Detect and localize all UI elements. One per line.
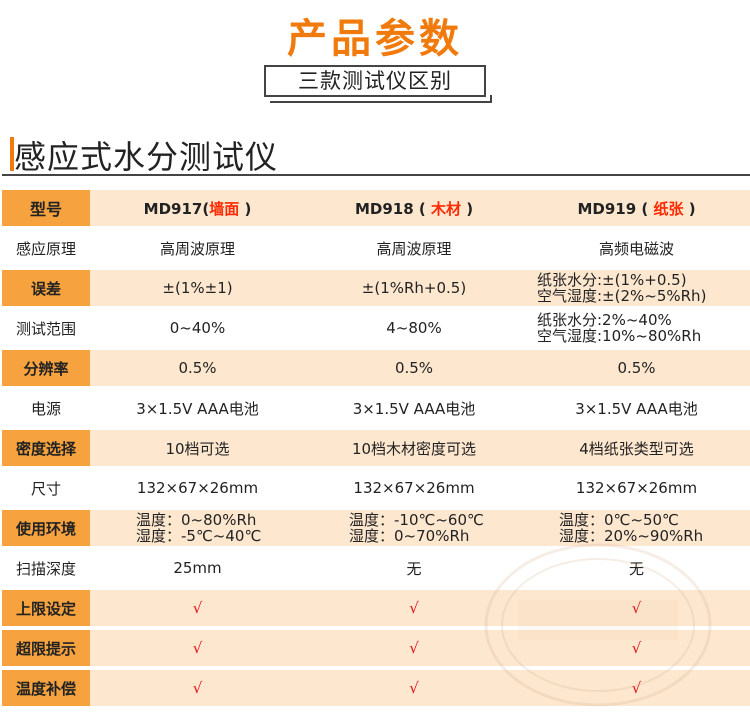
table-row: 温度补偿 √ √ √ [2,670,750,706]
model-header-md918: MD918 ( 木材 ) [305,190,523,226]
section-accent-bar [10,137,14,171]
check-mark-icon: √ [305,670,523,706]
section-title-text: 感应式水分测试仪 [14,138,279,176]
cell: 高频电磁波 [523,230,750,266]
table-row: 密度选择 10档可选 10档木材密度可选 4档纸张类型可选 [2,430,750,466]
table-row: 使用环境 温度：0~80%Rh 湿度：-5℃~40℃ 温度：-10℃~60℃ 湿… [2,510,750,546]
cell: 无 [305,550,523,586]
table-row: 上限设定 √ √ √ [2,590,750,626]
cell: 25mm [90,550,305,586]
cell: 132×67×26mm [523,470,750,506]
row-label: 温度补偿 [2,670,90,706]
cell: 0.5% [523,350,750,386]
check-mark-icon: √ [523,630,750,666]
cell: ±(1%±1) [90,270,305,306]
params-table: 型号 MD917(墙面 ) MD918 ( 木材 ) MD919 ( 纸张 ) … [2,186,750,710]
check-mark-icon: √ [523,670,750,706]
check-mark-icon: √ [305,590,523,626]
cell: 0.5% [90,350,305,386]
cell-line: 空气湿度:10%~80%Rh [537,327,702,345]
check-mark-icon: √ [90,670,305,706]
table-row: 电源 3×1.5V AAA电池 3×1.5V AAA电池 3×1.5V AAA电… [2,390,750,426]
cell-line: 湿度：-5℃~40℃ [136,527,262,545]
cell: 4~80% [305,310,523,346]
cell: 4档纸张类型可选 [523,430,750,466]
table-row: 尺寸 132×67×26mm 132×67×26mm 132×67×26mm [2,470,750,506]
row-label: 尺寸 [2,470,90,506]
cell-line: 湿度：20%~90%Rh [559,527,704,545]
check-mark-icon: √ [90,590,305,626]
cell: 132×67×26mm [90,470,305,506]
row-label: 分辨率 [2,350,90,386]
cell: 0.5% [305,350,523,386]
check-mark-icon: √ [523,590,750,626]
row-label: 感应原理 [2,230,90,266]
table-header-row: 型号 MD917(墙面 ) MD918 ( 木材 ) MD919 ( 纸张 ) [2,190,750,226]
cell-multiline: 温度：0~80%Rh 湿度：-5℃~40℃ [90,510,305,546]
model-header-md919: MD919 ( 纸张 ) [523,190,750,226]
cell: 10档可选 [90,430,305,466]
cell: 132×67×26mm [305,470,523,506]
cell-line: 湿度：0~70%Rh [349,527,470,545]
cell: 高周波原理 [90,230,305,266]
cell: 0~40% [90,310,305,346]
table-row: 扫描深度 25mm 无 无 [2,550,750,586]
cell: 3×1.5V AAA电池 [305,390,523,426]
page-title: 产品参数 [287,16,463,62]
check-mark-icon: √ [305,630,523,666]
cell: 高周波原理 [305,230,523,266]
table-row: 测试范围 0~40% 4~80% 纸张水分:2%~40% 空气湿度:10%~80… [2,310,750,346]
row-label: 上限设定 [2,590,90,626]
section-title: 感应式水分测试仪 [8,132,278,178]
cell-multiline: 纸张水分:±(1%+0.5) 空气湿度:±(2%~5%Rh) [523,270,750,306]
row-label: 误差 [2,270,90,306]
header-label: 型号 [2,190,90,226]
cell-line: 温度：0~80%Rh [136,511,257,529]
cell-line: 空气湿度:±(2%~5%Rh) [537,287,707,305]
cell-line: 纸张水分:±(1%+0.5) [537,271,687,289]
cell: ±(1%Rh+0.5) [305,270,523,306]
table-row: 超限提示 √ √ √ [2,630,750,666]
row-label: 测试范围 [2,310,90,346]
cell: 无 [523,550,750,586]
row-label: 电源 [2,390,90,426]
row-label: 超限提示 [2,630,90,666]
table-row: 感应原理 高周波原理 高周波原理 高频电磁波 [2,230,750,266]
cell: 10档木材密度可选 [305,430,523,466]
row-label: 密度选择 [2,430,90,466]
subtitle-box: 三款测试仪区别 [264,65,492,103]
table-row: 分辨率 0.5% 0.5% 0.5% [2,350,750,386]
cell: 3×1.5V AAA电池 [90,390,305,426]
cell: 3×1.5V AAA电池 [523,390,750,426]
cell-line: 温度：0℃~50℃ [559,511,679,529]
cell-line: 纸张水分:2%~40% [537,311,672,329]
row-label: 使用环境 [2,510,90,546]
cell-multiline: 纸张水分:2%~40% 空气湿度:10%~80%Rh [523,310,750,346]
table-row: 误差 ±(1%±1) ±(1%Rh+0.5) 纸张水分:±(1%+0.5) 空气… [2,270,750,306]
cell-multiline: 温度：0℃~50℃ 湿度：20%~90%Rh [523,510,750,546]
cell-line: 温度：-10℃~60℃ [349,511,484,529]
model-header-md917: MD917(墙面 ) [90,190,305,226]
section-divider [2,174,750,176]
check-mark-icon: √ [90,630,305,666]
cell-multiline: 温度：-10℃~60℃ 湿度：0~70%Rh [305,510,523,546]
row-label: 扫描深度 [2,550,90,586]
